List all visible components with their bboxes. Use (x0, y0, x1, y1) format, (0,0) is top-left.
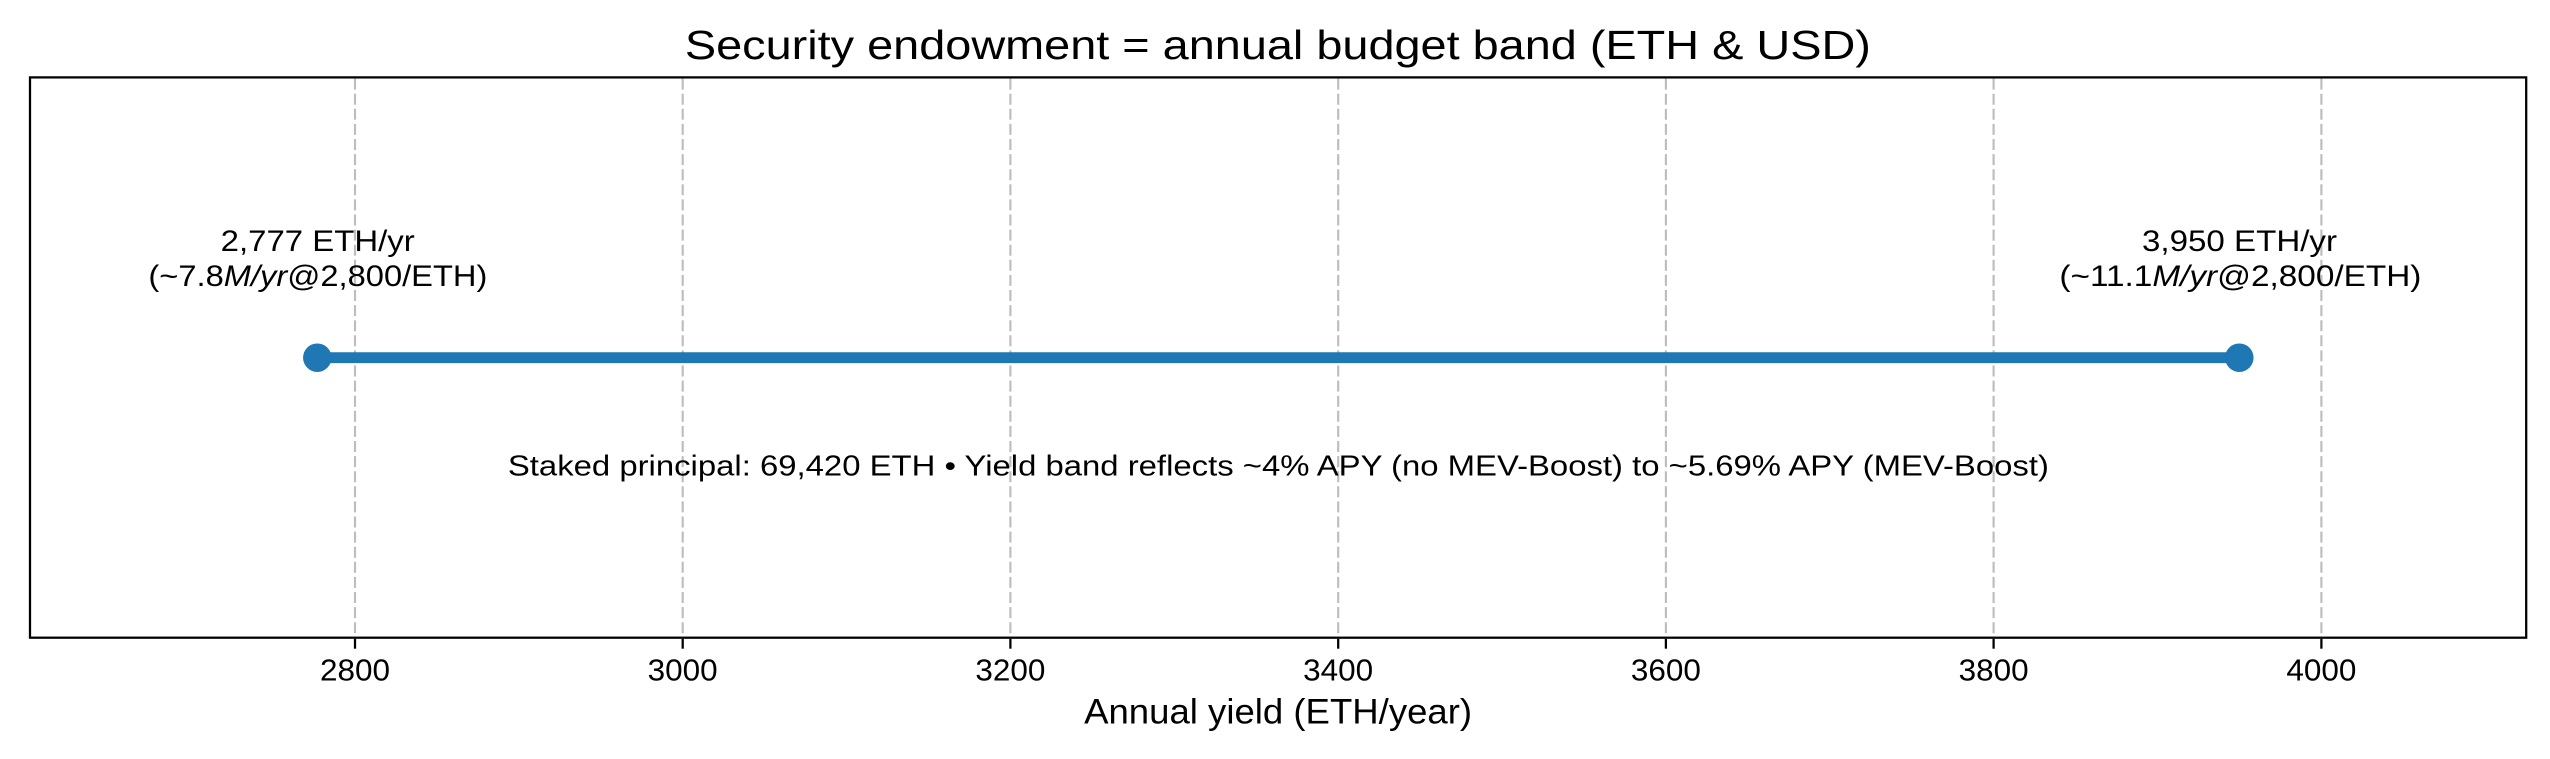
svg-text:2,777 ETH/yr: 2,777 ETH/yr (221, 225, 415, 258)
svg-text:Staked principal: 69,420 ETH •: Staked principal: 69,420 ETH • Yield ban… (508, 451, 2049, 483)
svg-text:Security endowment = annual bu: Security endowment = annual budget band … (685, 22, 1871, 68)
svg-text:(~7.8M/yr@2,800/ETH): (~7.8 M/yr @2,800/ETH) (148, 260, 487, 293)
svg-text:3200: 3200 (975, 652, 1045, 687)
svg-text:3000: 3000 (648, 652, 718, 687)
svg-text:3600: 3600 (1631, 652, 1701, 687)
svg-text:2800: 2800 (320, 652, 390, 687)
svg-text:3400: 3400 (1303, 652, 1373, 687)
svg-text:4000: 4000 (2286, 652, 2356, 687)
svg-text:3800: 3800 (1959, 652, 2029, 687)
svg-text:3,950 ETH/yr: 3,950 ETH/yr (2142, 225, 2337, 258)
svg-text:(~11.1M/yr@2,800/ETH): (~11.1 M/yr @2,800/ETH) (2059, 260, 2421, 293)
svg-text:Annual yield (ETH/year): Annual yield (ETH/year) (1084, 691, 1472, 731)
